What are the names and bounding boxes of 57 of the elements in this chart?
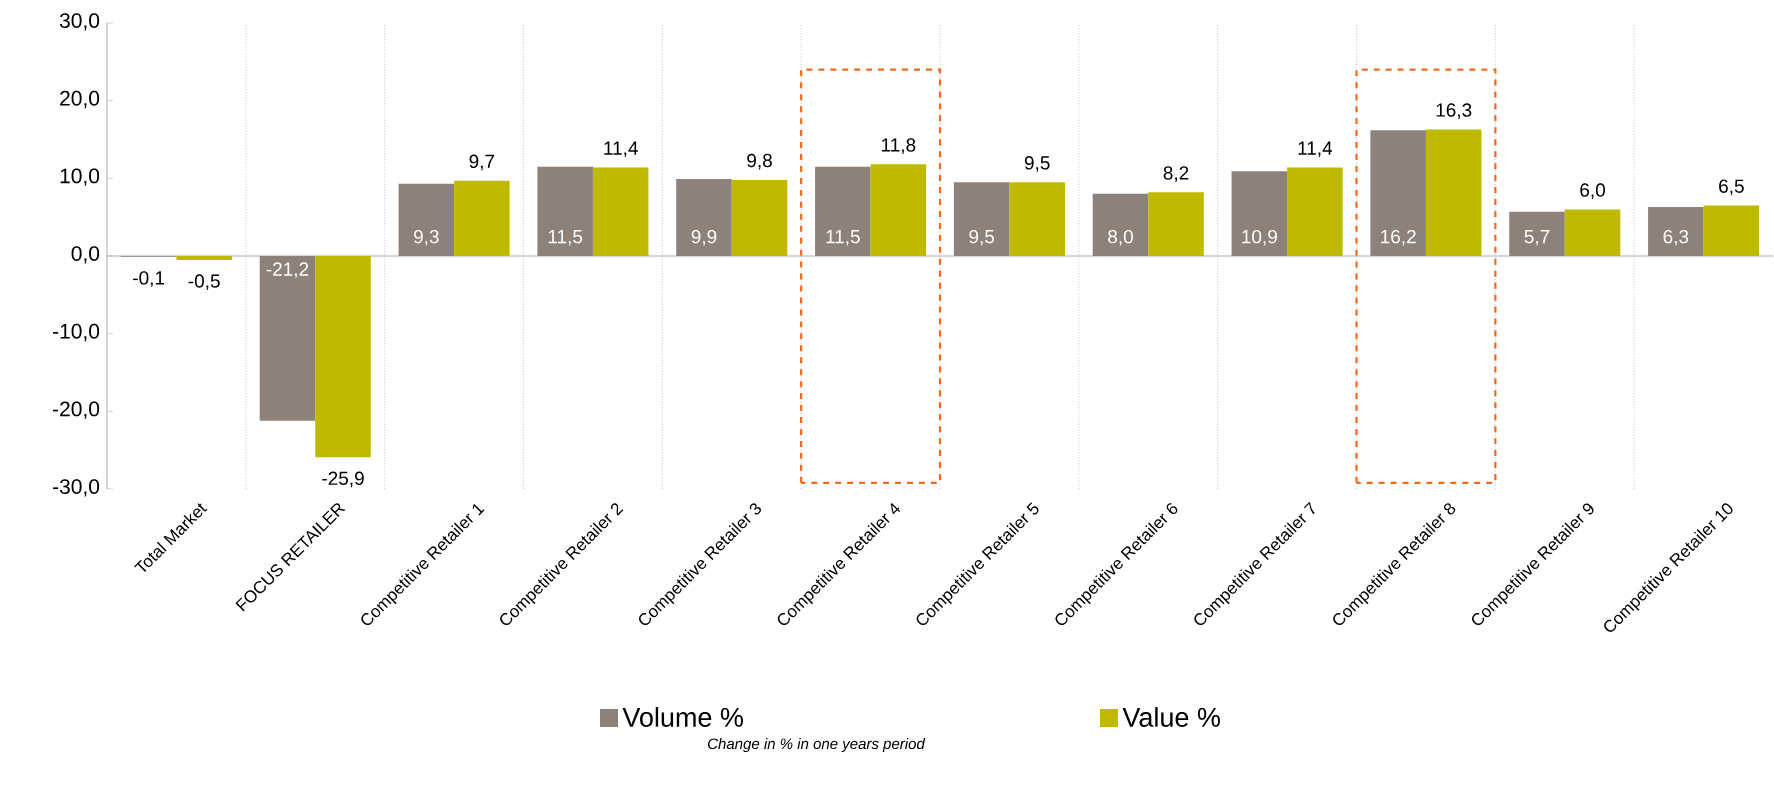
text: Change in % in one years period [708,738,926,753]
bar [592,167,649,256]
data-label: 6,0 [1580,183,1605,200]
bar [1009,182,1065,256]
bar [1092,193,1149,256]
legend-label: Volume % [622,707,743,727]
y-tick-label: -30,0 [53,479,100,497]
bar [731,179,788,256]
legend-label: Value % [1122,707,1220,727]
bar [454,180,510,256]
data-label: 16,2 [1381,229,1416,246]
bar [676,179,732,256]
data-label: 9,7 [469,154,495,171]
y-tick-label: 10,0 [60,168,100,186]
bar [953,182,1010,256]
bar [537,166,593,256]
data-label: -0,5 [188,274,220,290]
bar [176,256,232,260]
bar [1703,205,1760,256]
data-label: 11,4 [1298,141,1333,158]
data-label: -25,9 [322,471,364,488]
data-label: 11,5 [548,230,583,246]
data-label: 16,3 [1436,103,1472,120]
y-tick-label: 30,0 [59,13,100,31]
bar [259,256,316,421]
bar [1425,129,1482,256]
data-label: 8,2 [1163,166,1189,182]
data-label: 9,8 [747,153,772,170]
data-label: 11,8 [882,138,916,154]
bar [1148,192,1204,256]
data-label: 9,3 [414,229,439,246]
y-tick-label: -20,0 [53,401,100,419]
bar [398,183,455,256]
data-label: 11,4 [604,141,638,158]
data-label: 8,0 [1108,229,1133,246]
bar [815,166,871,256]
data-label: 5,7 [1524,230,1550,246]
data-label: 10,9 [1242,229,1277,246]
bar [1648,207,1704,256]
bar [1231,171,1288,256]
bar [315,256,371,458]
y-tick-label: -10,0 [53,323,100,342]
data-label: 9,9 [691,229,717,246]
bar [1287,167,1343,256]
data-label: -0,1 [133,271,165,287]
data-label: 9,5 [1024,156,1050,172]
data-label: 6,5 [1719,179,1744,196]
data-label: 11,5 [826,230,860,246]
data-label: 6,3 [1663,229,1689,246]
y-tick-label: 20,0 [60,90,100,109]
bar [870,164,927,256]
bar [1564,209,1621,256]
bar [1370,130,1426,256]
data-label: -21,2 [266,262,309,279]
y-tick-label: 0,0 [71,246,100,264]
data-label: 9,5 [969,229,995,246]
bar [1509,211,1565,256]
